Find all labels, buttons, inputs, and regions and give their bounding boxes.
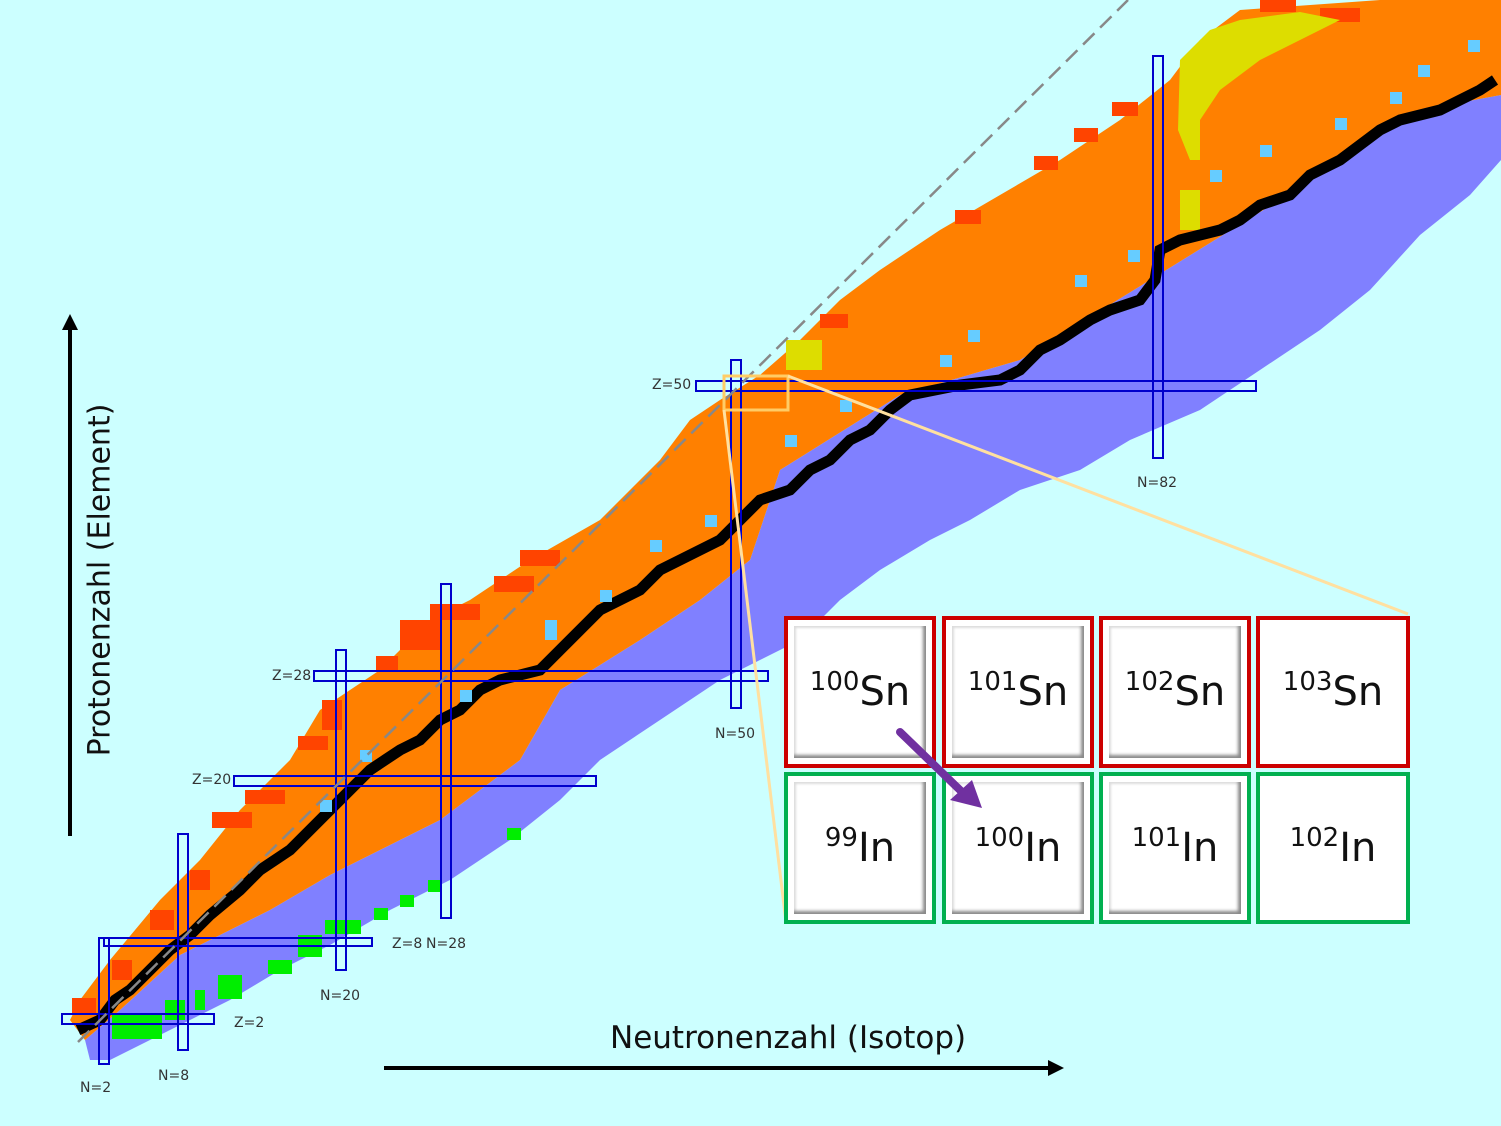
neutron-rich-band <box>85 95 1501 1060</box>
zoom-connector-bottom <box>722 409 788 923</box>
alpha-region <box>786 12 1340 370</box>
stability-line <box>75 75 1499 1036</box>
tile-in-100: 100In <box>942 772 1094 924</box>
label-z28: Z=28 <box>272 668 311 684</box>
x-axis-label: Neutronenzahl (Isotop) <box>610 1020 967 1056</box>
label-n2: N=2 <box>80 1080 111 1096</box>
y-axis-label: Protonenzahl (Element) <box>82 403 118 757</box>
tile-in-101: 101In <box>1099 772 1251 924</box>
label-z50: Z=50 <box>652 377 691 393</box>
tile-sn-103: 103Sn <box>1256 616 1410 768</box>
magic-lines <box>61 55 1257 1065</box>
label-z20: Z=20 <box>192 772 231 788</box>
label-n28: N=28 <box>426 936 466 952</box>
label-n8: N=8 <box>158 1068 189 1084</box>
isomer-speckles <box>320 40 1480 812</box>
label-z2: Z=2 <box>234 1015 264 1031</box>
tile-sn-100: 100Sn <box>784 616 936 768</box>
label-n50: N=50 <box>715 726 755 742</box>
tile-sn-101: 101Sn <box>942 616 1094 768</box>
label-n82: N=82 <box>1137 475 1177 491</box>
tile-sn-102: 102Sn <box>1099 616 1251 768</box>
tile-in-102: 102In <box>1256 772 1410 924</box>
zoom-region-box <box>722 374 790 412</box>
tile-in-99: 99In <box>784 772 936 924</box>
y-axis-arrowhead <box>62 314 78 330</box>
label-z8: Z=8 <box>392 936 422 952</box>
x-axis-arrowhead <box>1048 1060 1064 1076</box>
n-equals-z-line <box>77 0 1129 1043</box>
light-nuclei <box>112 828 521 1039</box>
label-n20: N=20 <box>320 988 360 1004</box>
zoom-connector-top <box>787 374 1409 616</box>
proton-rich-band <box>70 0 1501 1040</box>
